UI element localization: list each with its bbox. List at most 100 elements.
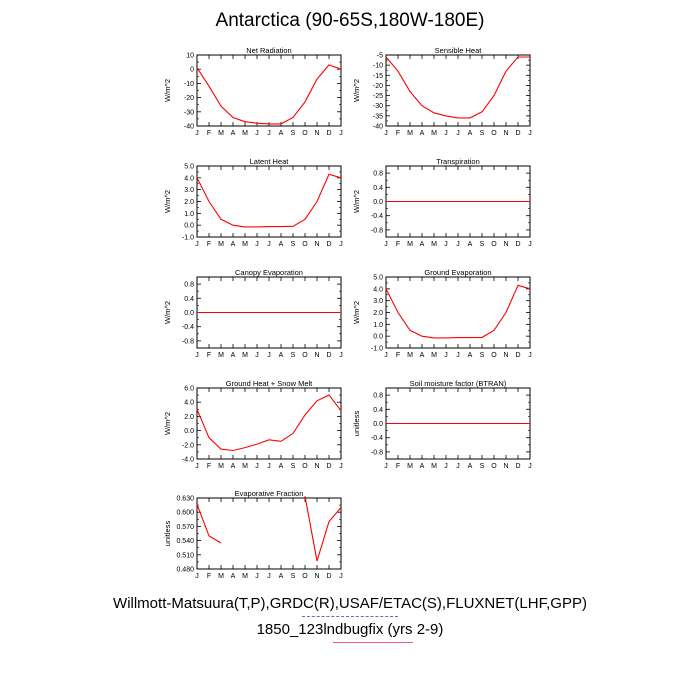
chart-latent-heat-xtick-label: M — [242, 241, 248, 248]
chart-net-radiation-series-line — [196, 64, 342, 125]
chart-soil-moisture-factor-btran-xtick-label: D — [515, 463, 520, 470]
chart-sensible-heat-ytick-label: -15 — [373, 73, 383, 80]
chart-net-radiation-ytick-label: -10 — [184, 81, 194, 88]
chart-transpiration-xtick-label: N — [503, 241, 508, 248]
chart-transpiration-xtick-label: J — [444, 241, 448, 248]
chart-net-radiation-ytick-label: -40 — [184, 124, 194, 131]
chart-ground-evaporation-xtick-label: F — [396, 352, 400, 359]
chart-ground-heat-snow-melt-series-line — [196, 394, 342, 452]
page-title: Antarctica (90-65S,180W-180E) — [215, 10, 485, 31]
chart-ground-heat-snow-melt-frame — [196, 387, 342, 460]
chart-ground-evaporation-series-line — [385, 284, 531, 339]
chart-latent-heat-xtick-label: D — [326, 241, 331, 248]
chart-canopy-evaporation-xtick-label: M — [242, 352, 248, 359]
chart-latent-heat-xtick-label: S — [291, 241, 296, 248]
chart-evaporative-fraction-xtick-label: M — [218, 573, 224, 580]
chart-canopy-evaporation-xtick-label: J — [255, 352, 259, 359]
chart-latent-heat-ytick-label: -1.0 — [182, 235, 194, 242]
chart-evaporative-fraction-ytick-label: 0.480 — [176, 567, 194, 574]
chart-net-radiation-xtick-label: A — [279, 130, 284, 137]
chart-sensible-heat-xtick-label: A — [468, 130, 473, 137]
chart-sensible-heat-ylabel: W/m^2 — [352, 79, 361, 102]
footer-datasets: Willmott-Matsuura(T,P),GRDC(R),USAF/ETAC… — [113, 595, 587, 612]
chart-ground-heat-snow-melt-ytick-label: -4.0 — [182, 457, 194, 464]
chart-ground-heat-snow-melt-ytick-label: 2.0 — [184, 414, 194, 421]
chart-ground-heat-snow-melt-xtick-label: J — [255, 463, 259, 470]
chart-evaporative-fraction-xtick-label: J — [255, 573, 259, 580]
chart-sensible-heat-xtick-label: M — [431, 130, 437, 137]
chart-ground-evaporation-xtick-label: N — [503, 352, 508, 359]
chart-transpiration-xtick-label: M — [431, 241, 437, 248]
chart-latent-heat-ytick-label: 1.0 — [184, 211, 194, 218]
chart-evaporative-fraction-xtick-label: S — [291, 573, 296, 580]
chart-ground-heat-snow-melt-xtick-label: A — [279, 463, 284, 470]
chart-sensible-heat-xtick-label: J — [384, 130, 388, 137]
chart-soil-moisture-factor-btran-xtick-label: F — [396, 463, 400, 470]
chart-canopy-evaporation-xtick-label: N — [314, 352, 319, 359]
chart-net-radiation-ytick-label: -20 — [184, 95, 194, 102]
chart-ground-evaporation-xtick-label: J — [528, 352, 532, 359]
chart-soil-moisture-factor-btran-ytick-label: 0.0 — [373, 421, 383, 428]
chart-canopy-evaporation-xtick-label: J — [195, 352, 199, 359]
chart-latent-heat-ytick-label: 3.0 — [184, 187, 194, 194]
chart-ground-heat-snow-melt-ytick-label: -2.0 — [182, 442, 194, 449]
chart-ground-heat-snow-melt-xtick-label: M — [242, 463, 248, 470]
chart-sensible-heat-ytick-label: -35 — [373, 113, 383, 120]
chart-evaporative-fraction-xtick-label: O — [302, 573, 308, 580]
chart-ground-heat-snow-melt-xtick-label: O — [302, 463, 308, 470]
chart-net-radiation-xtick-label: A — [231, 130, 236, 137]
chart-sensible-heat-xtick-label: F — [396, 130, 400, 137]
chart-evaporative-fraction-xtick-label: J — [267, 573, 271, 580]
chart-ground-heat-snow-melt-xtick-label: F — [207, 463, 211, 470]
chart-sensible-heat-ytick-label: -5 — [377, 53, 383, 60]
footer-case: 1850_123lndbugfix (yrs 2-9) — [256, 621, 444, 638]
chart-latent-heat-title: Latent Heat — [250, 157, 290, 166]
chart-ground-evaporation-xtick-label: S — [480, 352, 485, 359]
chart-net-radiation-xtick-label: D — [326, 130, 331, 137]
chart-ground-evaporation-xtick-label: M — [407, 352, 413, 359]
chart-evaporative-fraction-xtick-label: M — [242, 573, 248, 580]
chart-sensible-heat-xtick-label: S — [480, 130, 485, 137]
chart-transpiration-xtick-label: S — [480, 241, 485, 248]
chart-latent-heat-xtick-label: A — [231, 241, 236, 248]
chart-transpiration-ytick-label: 0.0 — [373, 199, 383, 206]
chart-evaporative-fraction-title: Evaporative Fraction — [235, 489, 304, 498]
chart-soil-moisture-factor-btran-xtick-label: J — [456, 463, 460, 470]
chart-sensible-heat-xtick-label: J — [456, 130, 460, 137]
chart-net-radiation-xtick-label: J — [195, 130, 199, 137]
chart-ground-evaporation: Ground Evaporation W/m^2 5.0 4.0 3.0 2.0 1.0 0.… — [352, 268, 532, 359]
chart-latent-heat-ytick-label: 5.0 — [184, 164, 194, 171]
chart-evaporative-fraction-frame — [196, 497, 342, 570]
chart-ground-evaporation-xtick-label: A — [420, 352, 425, 359]
chart-evaporative-fraction-xtick-label: N — [314, 573, 319, 580]
chart-ground-heat-snow-melt-xtick-label: N — [314, 463, 319, 470]
chart-evaporative-fraction-xtick-label: F — [207, 573, 211, 580]
chart-soil-moisture-factor-btran-xtick-label: A — [420, 463, 425, 470]
chart-canopy-evaporation-ytick-label: -0.8 — [182, 338, 194, 345]
chart-canopy-evaporation-xtick-label: S — [291, 352, 296, 359]
chart-sensible-heat-xtick-label: J — [528, 130, 532, 137]
chart-net-radiation-xtick-label: S — [291, 130, 296, 137]
chart-ground-evaporation-xtick-label: D — [515, 352, 520, 359]
chart-net-radiation-frame — [196, 54, 342, 127]
chart-net-radiation-xtick-label: O — [302, 130, 308, 137]
chart-transpiration-ytick-label: 0.8 — [373, 171, 383, 178]
chart-ground-evaporation-xtick-label: J — [456, 352, 460, 359]
chart-evaporative-fraction-series-line — [196, 504, 222, 544]
chart-evaporative-fraction-ytick-label: 0.600 — [176, 510, 194, 517]
chart-ground-heat-snow-melt-xtick-label: M — [218, 463, 224, 470]
chart-canopy-evaporation-title: Canopy Evaporation — [235, 268, 303, 277]
chart-evaporative-fraction-xtick-label: J — [195, 573, 199, 580]
chart-net-radiation-title: Net Radiation — [246, 46, 291, 55]
chart-latent-heat-ylabel: W/m^2 — [163, 190, 172, 213]
chart-ground-evaporation-xtick-label: M — [431, 352, 437, 359]
chart-transpiration-xtick-label: A — [420, 241, 425, 248]
chart-transpiration-xtick-label: J — [528, 241, 532, 248]
chart-net-radiation-xtick-label: M — [242, 130, 248, 137]
chart-net-radiation-xtick-label: J — [267, 130, 271, 137]
chart-ground-heat-snow-melt-xtick-label: J — [339, 463, 343, 470]
chart-sensible-heat-ytick-label: -25 — [373, 93, 383, 100]
